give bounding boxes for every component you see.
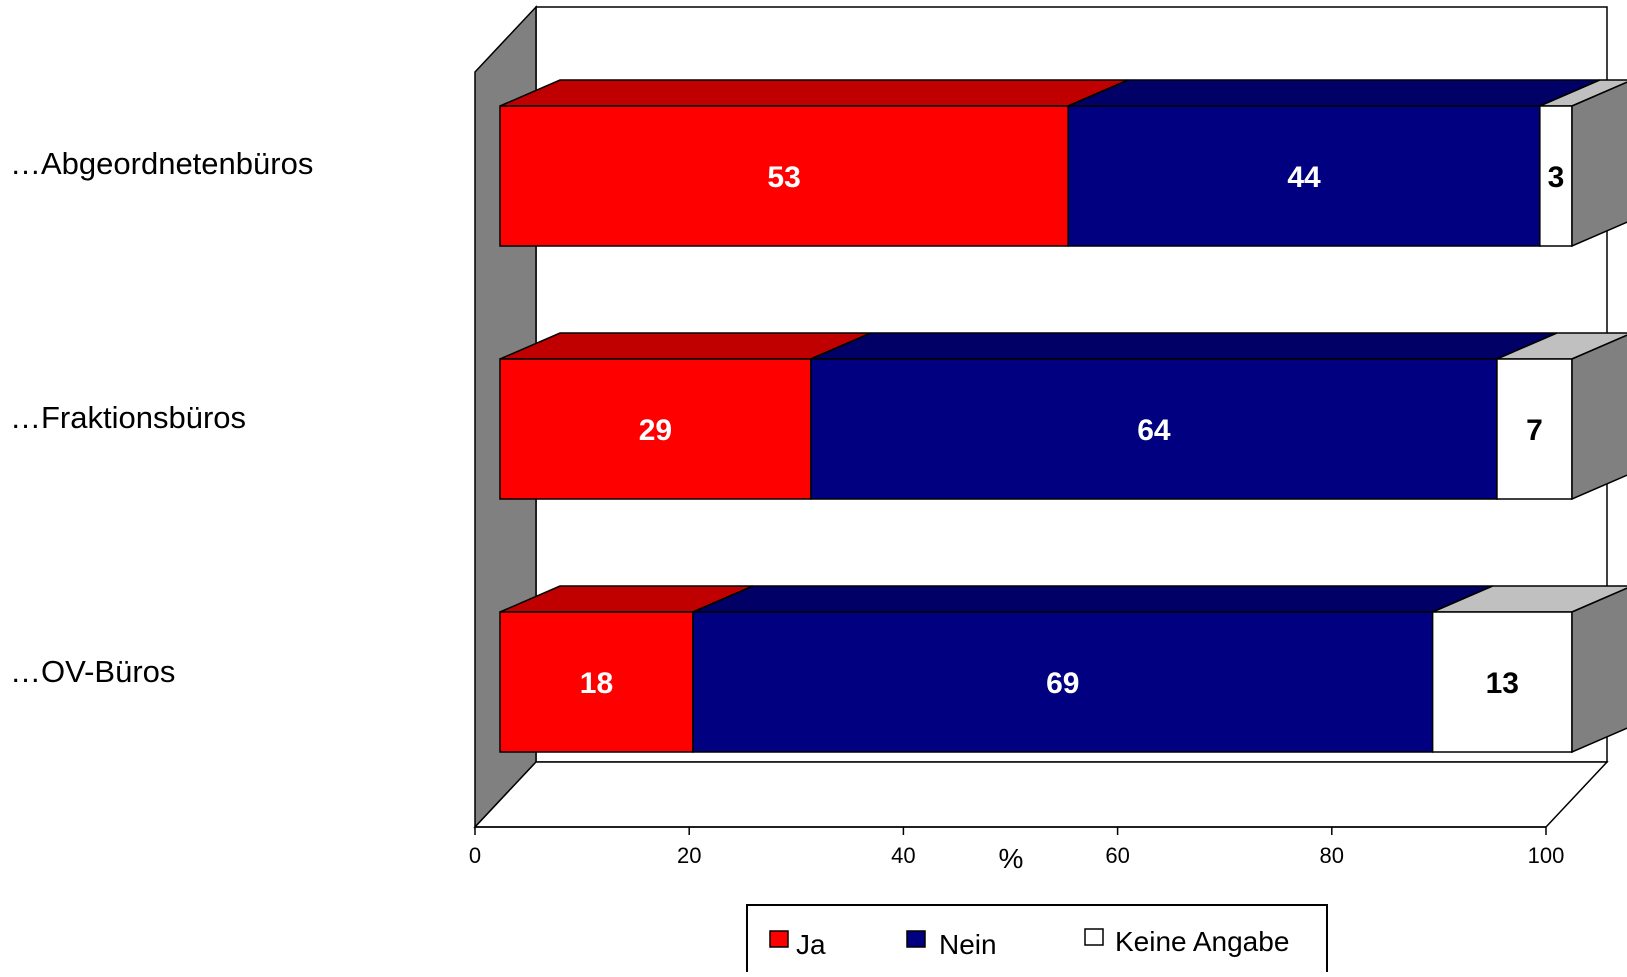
bar-top-nein-1 — [1067, 79, 1601, 107]
x-tick-label-2: 20 — [677, 843, 701, 868]
legend-swatch-keine-angabe — [1084, 928, 1104, 946]
bar-top-ja-2 — [499, 332, 872, 360]
legend-label-nein: Nein — [939, 929, 997, 960]
bar-segment-ja-1 — [499, 105, 1069, 247]
bar-top-nein-2 — [810, 332, 1558, 360]
bar-end-2 — [1571, 334, 1627, 501]
data-label-nein-1: 44 — [1287, 161, 1321, 194]
data-label-nein-2: 64 — [1137, 414, 1171, 447]
data-label-ja-2: 29 — [639, 414, 672, 447]
bars-layer — [499, 79, 1627, 754]
bar-end-1 — [1571, 81, 1627, 248]
bar-top-nein-3 — [692, 585, 1493, 613]
bar-segment-nein-2 — [810, 358, 1498, 500]
bar-segment-nein-3 — [692, 611, 1434, 753]
legend-label-keine-angabe: Keine Angabe — [1115, 926, 1289, 957]
category-labels: …Abgeordnetenbüros …Fraktionsbüros …OV-Bür… — [10, 146, 313, 689]
data-label-keine-angabe-2: 7 — [1526, 414, 1543, 447]
x-tick-label-4: 60 — [1105, 843, 1129, 868]
segment-labels: 53 44 3 29 64 7 18 69 13 — [580, 161, 1564, 700]
x-axis-unit-label: % — [999, 843, 1024, 874]
category-label-1: …Abgeordnetenbüros — [10, 146, 313, 181]
bar-top-ja-1 — [499, 79, 1129, 107]
legend-box — [746, 904, 1328, 977]
chart-floor — [473, 761, 1609, 828]
x-tick-label-3: 40 — [891, 843, 915, 868]
x-tick-label-6: 100 — [1528, 843, 1565, 868]
legend-label-ja: Ja — [796, 929, 826, 960]
category-label-3: …OV-Büros — [10, 654, 175, 689]
data-label-ja-3: 18 — [580, 667, 613, 700]
legend-swatch-nein — [906, 930, 926, 948]
x-tick-label-1: 0 — [469, 843, 481, 868]
x-tick-label-5: 80 — [1320, 843, 1344, 868]
floor-plane — [473, 761, 1609, 828]
bar-end-3 — [1571, 587, 1627, 754]
x-axis: 0 20 40 60 80 100% — [469, 826, 1565, 874]
data-label-nein-3: 69 — [1046, 667, 1079, 700]
bar-segment-nein-1 — [1067, 105, 1541, 247]
bar-segment-keine-angabe-3 — [1431, 611, 1573, 753]
data-label-keine-angabe-3: 13 — [1486, 667, 1519, 700]
legend-swatch-ja — [769, 930, 789, 948]
category-label-2: …Fraktionsbüros — [10, 400, 246, 435]
data-label-keine-angabe-1: 3 — [1548, 161, 1565, 194]
legend: Ja Nein Keine Angabe — [746, 904, 1328, 977]
data-label-ja-1: 53 — [767, 161, 800, 194]
bar-segment-ja-2 — [499, 358, 812, 500]
